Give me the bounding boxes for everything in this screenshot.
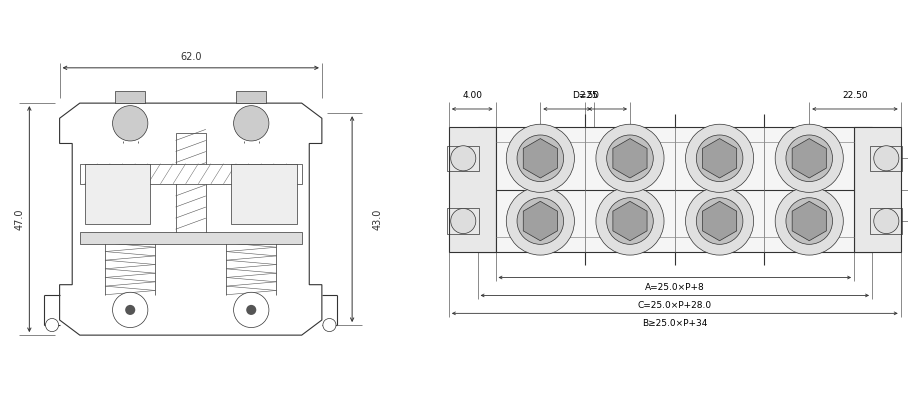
Circle shape [696,135,743,182]
Bar [449,127,495,253]
Polygon shape [792,139,826,178]
Circle shape [596,124,664,192]
Circle shape [607,198,653,244]
Circle shape [506,187,574,255]
Polygon shape [613,201,647,241]
Circle shape [46,319,59,332]
Circle shape [246,305,257,315]
Text: C=25.0×P+28.0: C=25.0×P+28.0 [637,301,712,310]
Text: 43.0: 43.0 [372,208,382,230]
Text: 4.00: 4.00 [462,91,482,100]
Circle shape [234,106,269,141]
Circle shape [786,198,833,244]
Circle shape [451,146,476,171]
Circle shape [517,198,564,244]
Circle shape [517,135,564,182]
Text: 2.50: 2.50 [580,91,600,100]
Text: 62.0: 62.0 [180,52,202,62]
Bar [870,208,902,233]
Bar [85,164,150,224]
Bar [447,146,480,171]
Polygon shape [702,139,736,178]
Circle shape [874,208,899,233]
Circle shape [775,187,844,255]
Circle shape [874,146,899,171]
Bar [237,91,267,103]
Text: 47.0: 47.0 [15,208,24,230]
Circle shape [451,208,476,233]
Bar [80,164,302,184]
Bar [176,133,205,234]
Circle shape [113,292,148,328]
Circle shape [775,124,844,192]
Bar [854,127,900,253]
Polygon shape [524,201,558,241]
Circle shape [323,319,336,332]
Circle shape [125,305,136,315]
Circle shape [686,187,754,255]
Bar [231,164,297,224]
Polygon shape [702,201,736,241]
Circle shape [113,106,148,141]
Circle shape [696,198,743,244]
Polygon shape [613,139,647,178]
Bar [478,127,495,253]
Circle shape [234,292,269,328]
Circle shape [506,124,574,192]
Text: B≥25.0×P+34: B≥25.0×P+34 [642,319,708,328]
Bar [854,127,872,253]
Bar [116,91,146,103]
Text: D=25: D=25 [572,91,598,100]
Polygon shape [792,201,826,241]
Circle shape [786,135,833,182]
Bar [447,208,480,233]
Bar [495,127,854,253]
Circle shape [596,187,664,255]
Circle shape [686,124,754,192]
Text: 22.50: 22.50 [842,91,867,100]
Polygon shape [524,139,558,178]
Bar [870,146,902,171]
Text: A=25.0×P+8: A=25.0×P+8 [645,283,704,292]
Bar [80,232,302,244]
Circle shape [607,135,653,182]
